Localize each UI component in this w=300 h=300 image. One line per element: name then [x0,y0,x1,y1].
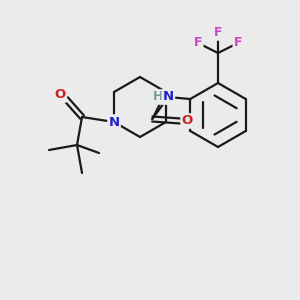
Text: O: O [182,115,193,128]
Text: N: N [109,116,120,128]
Text: F: F [234,37,242,50]
Text: F: F [214,26,222,40]
Text: H: H [153,91,164,103]
Text: O: O [54,88,66,101]
Text: N: N [163,91,174,103]
Text: F: F [194,37,202,50]
